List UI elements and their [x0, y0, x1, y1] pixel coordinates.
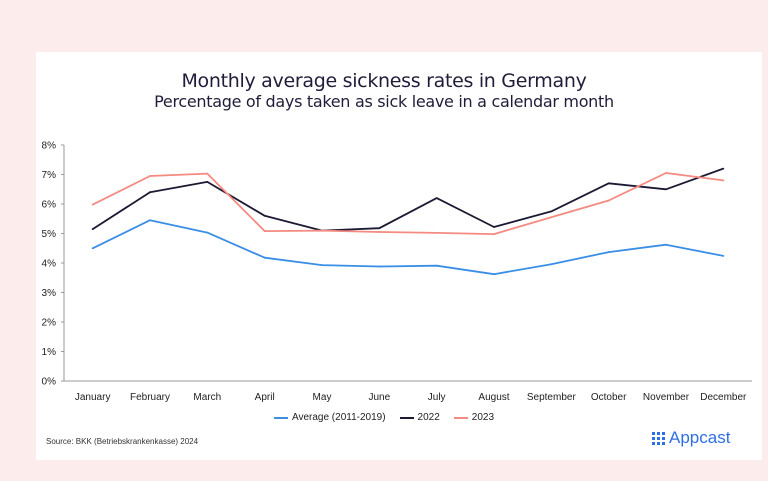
data-point — [378, 231, 381, 233]
series-line-1 — [92, 167, 724, 232]
y-tick-label: 5% — [42, 229, 57, 240]
data-point — [149, 191, 151, 194]
x-tick-label: August — [478, 392, 509, 403]
x-tick-label: December — [700, 392, 747, 403]
y-tick-label: 1% — [42, 347, 57, 358]
data-point — [665, 243, 667, 246]
chart-subtitle: Percentage of days taken as sick leave i… — [154, 92, 614, 111]
data-point — [91, 203, 94, 206]
x-tick-label: January — [75, 392, 111, 403]
series-line-0 — [92, 219, 724, 276]
data-point — [263, 214, 266, 217]
chart-legend: Average (2011-2019) 2022 2023 — [0, 412, 768, 423]
data-point — [263, 256, 266, 259]
x-tick-label: September — [527, 392, 577, 403]
data-point — [493, 273, 495, 276]
series-line-2 — [92, 172, 724, 236]
data-point — [722, 179, 725, 182]
y-tick-label: 0% — [42, 377, 57, 388]
appcast-dots-icon — [652, 431, 665, 445]
data-point — [149, 175, 151, 177]
x-tick-label: May — [313, 392, 332, 403]
data-point — [665, 188, 667, 191]
legend-swatch — [453, 416, 468, 419]
legend-item: Average (2011-2019) — [273, 412, 386, 423]
x-tick-label: November — [643, 392, 690, 403]
legend-swatch — [273, 416, 288, 419]
data-point — [493, 226, 495, 228]
data-point — [91, 228, 94, 230]
legend-item: 2023 — [453, 412, 495, 423]
data-point — [435, 197, 438, 200]
x-tick-label: February — [130, 392, 170, 403]
data-point — [493, 233, 495, 235]
logo-text: Appcast — [669, 428, 731, 447]
data-point — [435, 264, 438, 267]
data-point — [665, 172, 667, 174]
data-point — [321, 264, 323, 266]
data-point — [206, 180, 209, 183]
legend-label: 2023 — [471, 412, 495, 423]
data-point — [550, 216, 553, 219]
legend-label: Average (2011-2019) — [291, 412, 386, 423]
legend-label: 2022 — [417, 412, 440, 423]
data-point — [378, 227, 381, 230]
chart-title: Monthly average sickness rates in German… — [181, 70, 587, 92]
data-point — [321, 229, 323, 232]
source-note: Source: BKK (Betriebskrankenkasse) 2024 — [46, 437, 199, 446]
x-tick-label: June — [368, 392, 390, 403]
y-tick-label: 6% — [42, 200, 57, 211]
data-point — [206, 231, 209, 234]
data-point — [435, 232, 438, 234]
y-tick-label: 2% — [42, 318, 57, 329]
data-point — [722, 167, 725, 170]
y-tick-label: 8% — [42, 141, 57, 152]
data-point — [607, 199, 610, 202]
data-point — [550, 263, 553, 266]
data-point — [607, 182, 610, 185]
legend-item: 2022 — [399, 412, 440, 423]
legend-swatch — [399, 416, 414, 419]
appcast-logo: Appcast — [652, 428, 730, 448]
chart-card — [36, 52, 762, 460]
y-tick-label: 7% — [42, 170, 57, 181]
x-tick-label: July — [428, 392, 446, 403]
data-point — [263, 230, 266, 233]
data-point — [206, 172, 209, 175]
x-tick-label: October — [591, 392, 627, 403]
data-point — [722, 255, 725, 257]
data-point — [91, 247, 94, 250]
x-tick-label: April — [255, 392, 275, 403]
data-point — [607, 251, 610, 253]
data-point — [378, 265, 381, 268]
data-point — [149, 219, 151, 222]
y-tick-label: 4% — [42, 259, 57, 270]
x-tick-label: March — [193, 392, 221, 403]
y-tick-label: 3% — [42, 288, 57, 299]
data-point — [550, 210, 553, 213]
